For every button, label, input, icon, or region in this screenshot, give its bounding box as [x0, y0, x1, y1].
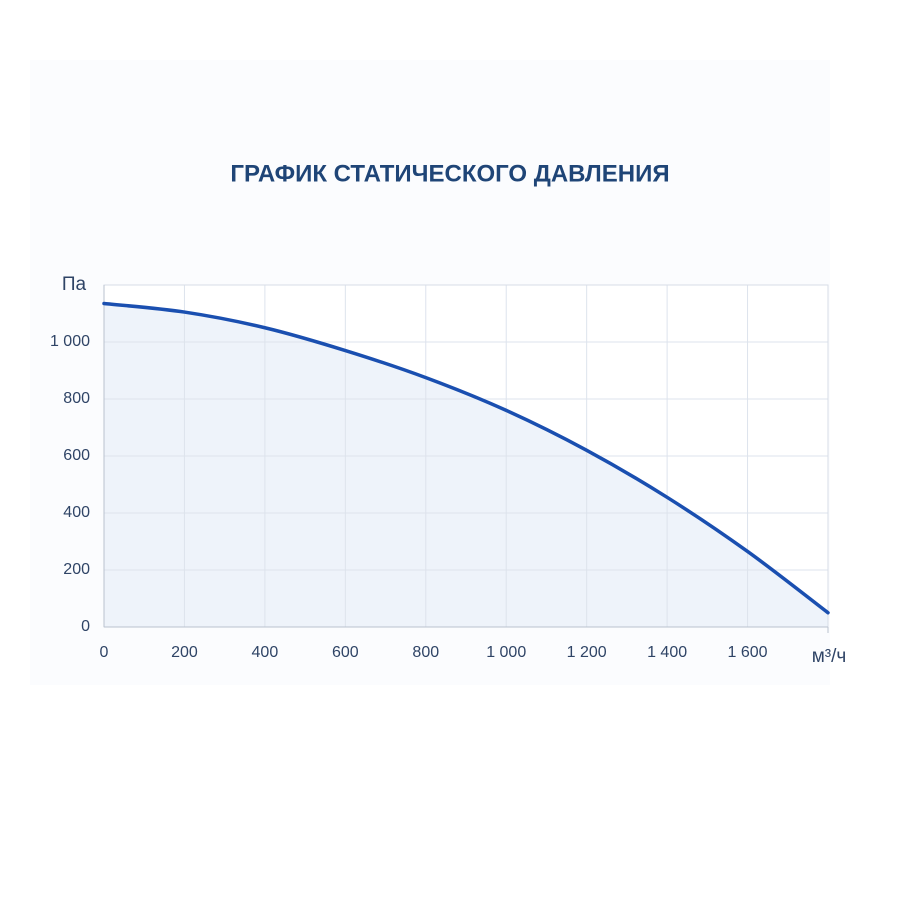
x-tick-label: 1 600	[728, 644, 768, 661]
y-tick-label: 600	[63, 447, 90, 464]
y-tick-label: 200	[63, 561, 90, 578]
y-tick-label: 800	[63, 390, 90, 407]
x-tick-label: 200	[171, 644, 198, 661]
y-axis-label: Па	[62, 274, 87, 295]
x-tick-label: 600	[332, 644, 359, 661]
y-tick-label: 400	[63, 504, 90, 521]
x-tick-label: 400	[252, 644, 279, 661]
x-tick-label: 1 000	[486, 644, 526, 661]
x-axis-label: м³/ч	[812, 646, 847, 667]
chart-title: ГРАФИК СТАТИЧЕСКОГО ДАВЛЕНИЯ	[230, 160, 669, 187]
x-tick-label: 800	[412, 644, 439, 661]
x-tick-label: 0	[100, 644, 109, 661]
y-tick-label: 1 000	[50, 333, 90, 350]
x-tick-label: 1 200	[567, 644, 607, 661]
x-tick-label: 1 400	[647, 644, 687, 661]
area	[104, 303, 828, 627]
line	[102, 301, 830, 615]
y-tick-label: 0	[81, 618, 90, 635]
